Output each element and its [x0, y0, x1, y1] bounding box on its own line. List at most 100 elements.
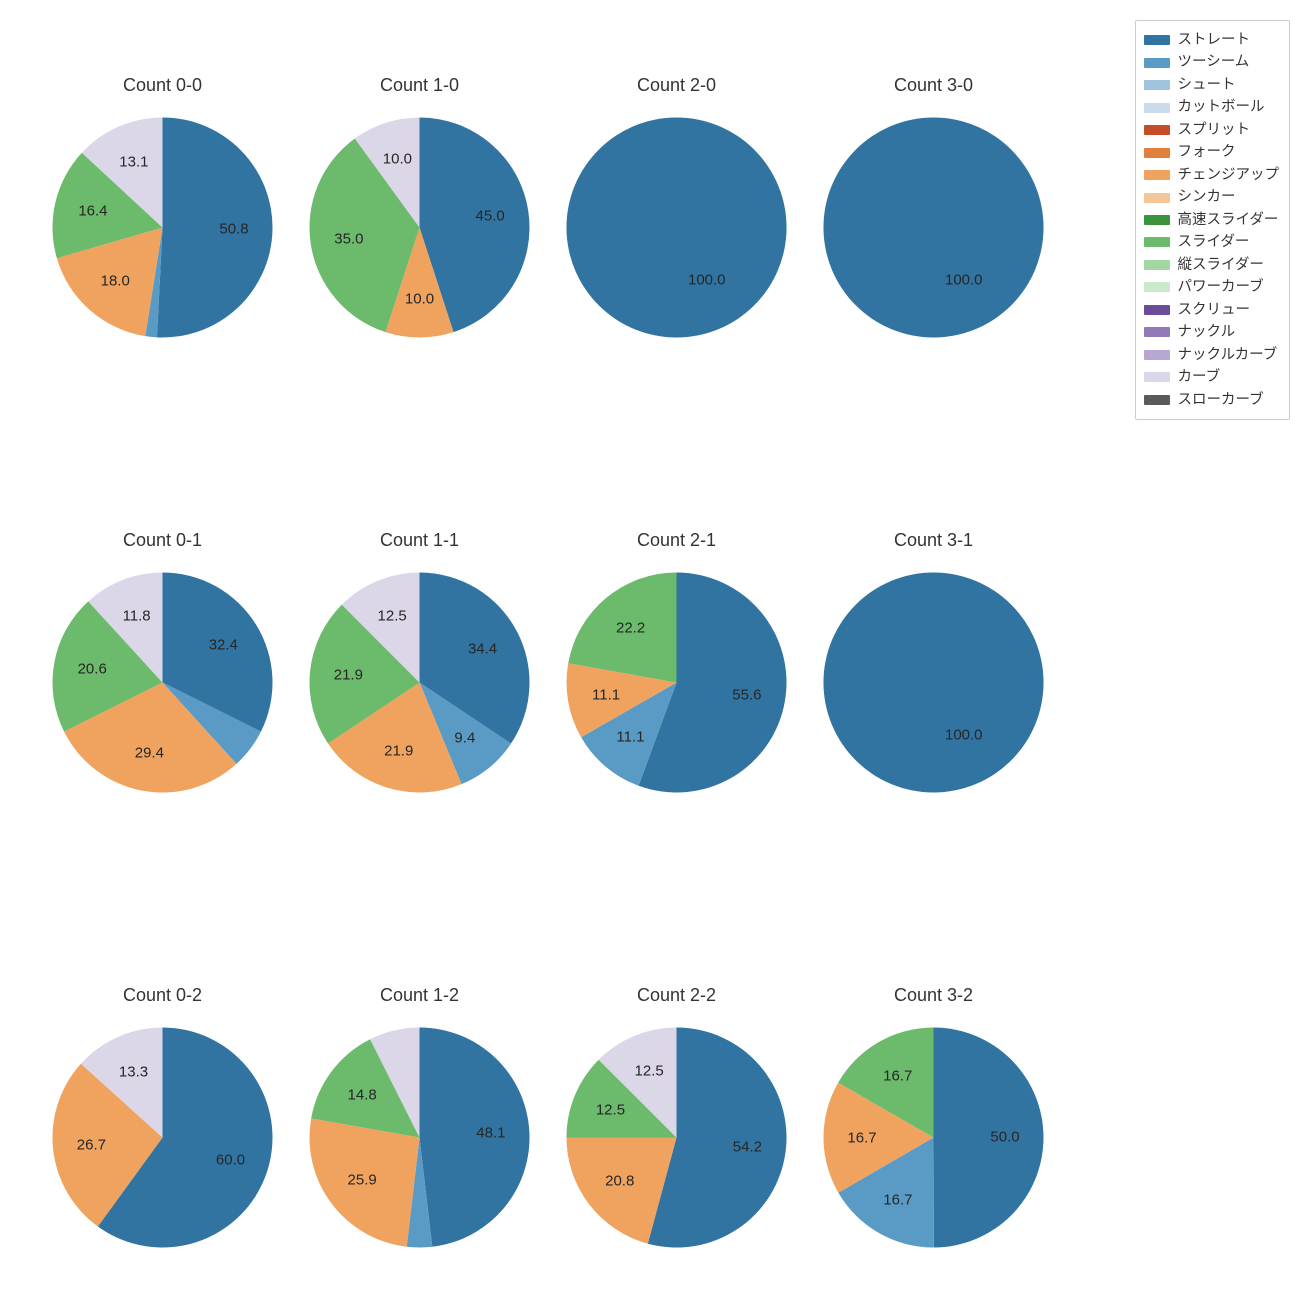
- pie-title: Count 3-1: [811, 530, 1056, 551]
- pie-svg: [554, 560, 799, 805]
- pie-slice-label: 10.0: [405, 291, 434, 308]
- pie-panel-c30: Count 3-0100.0: [811, 105, 1056, 350]
- legend-label: シュート: [1178, 74, 1236, 96]
- pie-slice-label: 10.0: [383, 151, 412, 168]
- pie-slice-label: 13.3: [119, 1064, 148, 1081]
- pie-slice-label: 11.8: [123, 607, 151, 624]
- pie-title: Count 1-2: [297, 985, 542, 1006]
- legend-swatch: [1144, 327, 1170, 337]
- legend-swatch: [1144, 148, 1170, 158]
- pie-title: Count 0-1: [40, 530, 285, 551]
- pie-slice-label: 16.7: [883, 1067, 912, 1084]
- legend-swatch: [1144, 350, 1170, 360]
- pie-panel-c10: Count 1-045.010.035.010.0: [297, 105, 542, 350]
- legend-label: ナックルカーブ: [1178, 344, 1278, 366]
- pie-slice-label: 21.9: [384, 742, 413, 759]
- legend-label: シンカー: [1178, 186, 1236, 208]
- legend-swatch: [1144, 125, 1170, 135]
- legend-swatch: [1144, 170, 1170, 180]
- pie-slice-label: 100.0: [945, 726, 983, 743]
- pie-title: Count 0-2: [40, 985, 285, 1006]
- legend-item-knuckle_curve: ナックルカーブ: [1144, 344, 1280, 366]
- legend-swatch: [1144, 282, 1170, 292]
- legend-label: 高速スライダー: [1178, 209, 1279, 231]
- pie-slice-label: 100.0: [945, 271, 983, 288]
- pie-slice-label: 20.8: [605, 1172, 634, 1189]
- pie-panel-c11: Count 1-134.49.421.921.912.5: [297, 560, 542, 805]
- pie-svg: [811, 560, 1056, 805]
- legend-item-split: スプリット: [1144, 119, 1280, 141]
- pie-panel-c21: Count 2-155.611.111.122.2: [554, 560, 799, 805]
- pie-slice-label: 34.4: [468, 640, 497, 657]
- pie-slice-label: 35.0: [334, 230, 363, 247]
- legend-label: スプリット: [1178, 119, 1251, 141]
- pie-panel-c12: Count 1-248.125.914.8: [297, 1015, 542, 1260]
- pie-slice-label: 22.2: [616, 619, 645, 636]
- legend-label: スローカーブ: [1178, 389, 1264, 411]
- legend-item-curve: カーブ: [1144, 366, 1280, 388]
- pie-slice-label: 12.5: [378, 608, 407, 625]
- pie-slice-straight: [823, 573, 1043, 793]
- pie-svg: [811, 105, 1056, 350]
- pie-slice-label: 11.1: [592, 686, 620, 703]
- pie-slice-label: 11.1: [616, 729, 644, 746]
- pie-slice-straight: [157, 118, 273, 338]
- pie-title: Count 2-2: [554, 985, 799, 1006]
- legend-item-shoot: シュート: [1144, 74, 1280, 96]
- pie-panel-c02: Count 0-260.026.713.3: [40, 1015, 285, 1260]
- legend-label: パワーカーブ: [1178, 276, 1264, 298]
- legend-label: ツーシーム: [1178, 51, 1250, 73]
- legend-item-two_seam: ツーシーム: [1144, 51, 1280, 73]
- pie-slice-label: 54.2: [733, 1138, 762, 1155]
- pie-slice-label: 60.0: [216, 1151, 245, 1168]
- legend-label: ストレート: [1178, 29, 1251, 51]
- pie-slice-label: 55.6: [732, 687, 761, 704]
- legend-item-fork: フォーク: [1144, 141, 1280, 163]
- pie-title: Count 1-0: [297, 75, 542, 96]
- legend-item-slow_curve: スローカーブ: [1144, 389, 1280, 411]
- pie-slice-label: 29.4: [135, 744, 164, 761]
- pie-slice-label: 16.4: [78, 203, 107, 220]
- legend-item-cutball: カットボール: [1144, 96, 1280, 118]
- legend-label: カーブ: [1178, 366, 1221, 388]
- pie-panel-c01: Count 0-132.429.420.611.8: [40, 560, 285, 805]
- legend-item-slider: スライダー: [1144, 231, 1280, 253]
- pie-slice-label: 32.4: [209, 636, 238, 653]
- pie-slice-label: 25.9: [348, 1172, 377, 1189]
- pie-slice-label: 45.0: [476, 208, 505, 225]
- pie-title: Count 1-1: [297, 530, 542, 551]
- legend-swatch: [1144, 80, 1170, 90]
- legend-swatch: [1144, 260, 1170, 270]
- legend-label: スライダー: [1178, 231, 1250, 253]
- legend-label: 縦スライダー: [1178, 254, 1264, 276]
- legend-item-knuckle: ナックル: [1144, 321, 1280, 343]
- pie-panel-c20: Count 2-0100.0: [554, 105, 799, 350]
- pie-panel-c31: Count 3-1100.0: [811, 560, 1056, 805]
- legend-swatch: [1144, 395, 1170, 405]
- legend-swatch: [1144, 103, 1170, 113]
- pie-title: Count 3-2: [811, 985, 1056, 1006]
- pie-slice-label: 50.0: [990, 1129, 1019, 1146]
- pie-slice-label: 16.7: [847, 1129, 876, 1146]
- legend-swatch: [1144, 193, 1170, 203]
- pie-slice-straight: [934, 1028, 1044, 1248]
- pie-slice-label: 26.7: [77, 1136, 106, 1153]
- pie-slice-straight: [823, 117, 1043, 337]
- pie-svg: [297, 105, 542, 350]
- pie-slice-label: 13.1: [119, 153, 148, 170]
- pie-slice-label: 12.5: [635, 1063, 664, 1080]
- pie-slice-label: 18.0: [101, 273, 130, 290]
- pie-slice-label: 21.9: [334, 667, 363, 684]
- pie-panel-c32: Count 3-250.016.716.716.7: [811, 1015, 1056, 1260]
- pie-slice-label: 16.7: [883, 1191, 912, 1208]
- pie-panel-c00: Count 0-050.818.016.413.1: [40, 105, 285, 350]
- pie-title: Count 0-0: [40, 75, 285, 96]
- pie-title: Count 3-0: [811, 75, 1056, 96]
- legend-swatch: [1144, 305, 1170, 315]
- pie-svg: [554, 105, 799, 350]
- legend-item-power_curve: パワーカーブ: [1144, 276, 1280, 298]
- pie-panel-c22: Count 2-254.220.812.512.5: [554, 1015, 799, 1260]
- pie-svg: [40, 560, 285, 805]
- pie-slice-label: 14.8: [348, 1086, 377, 1103]
- legend-label: チェンジアップ: [1178, 164, 1280, 186]
